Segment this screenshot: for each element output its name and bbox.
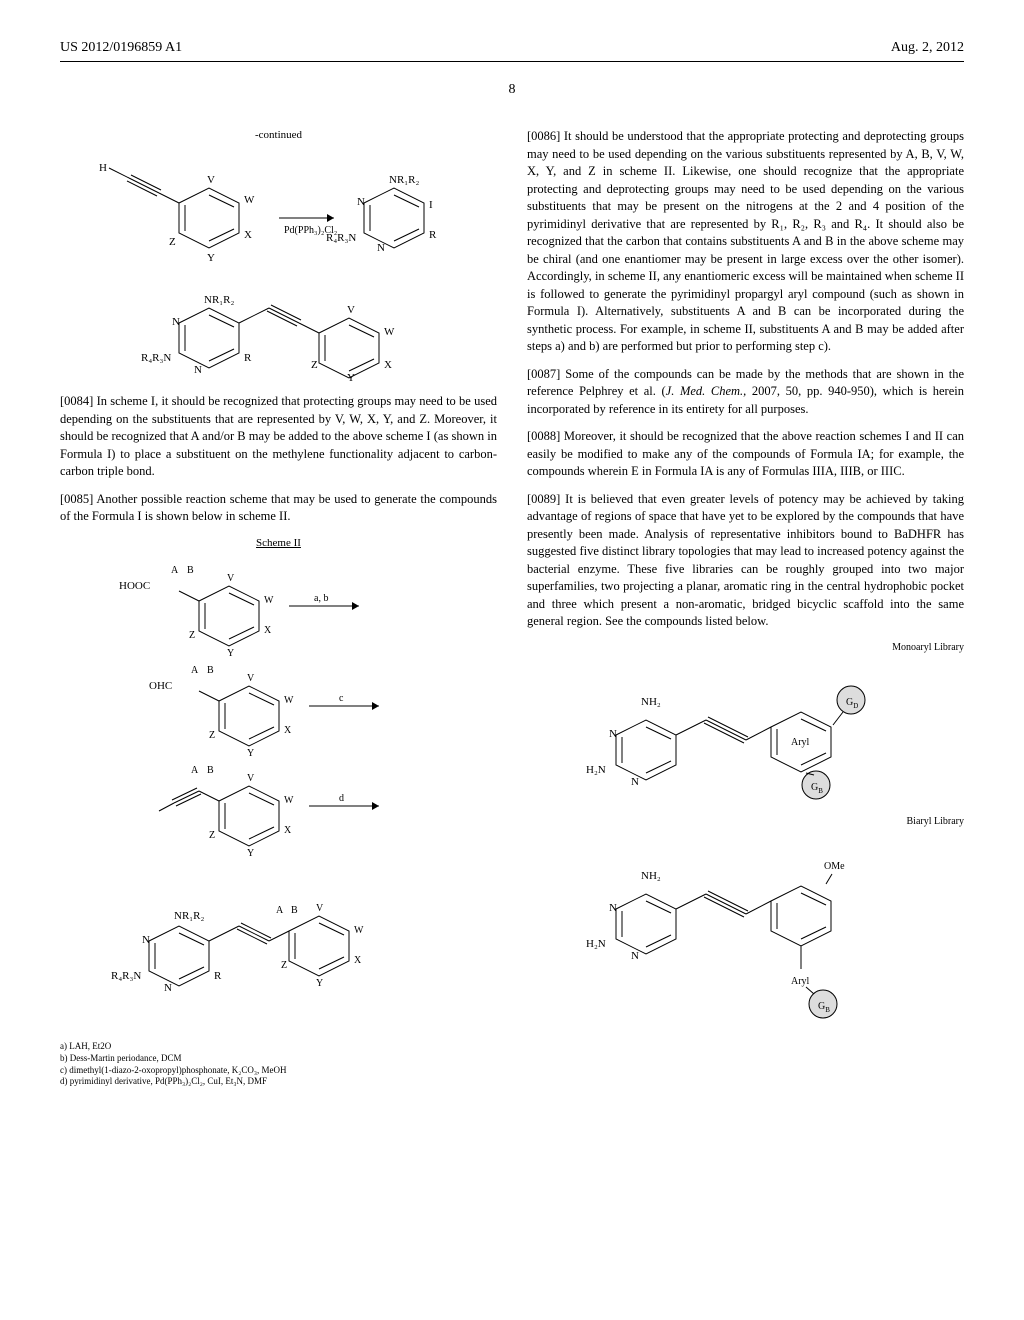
svg-text:Z: Z [189,630,195,641]
svg-text:Aryl: Aryl [791,976,810,987]
svg-text:N: N [357,196,365,208]
svg-text:NR₁R₂: NR₁R₂ [389,174,419,186]
svg-text:A: A [276,905,284,916]
svg-text:X: X [384,359,392,371]
svg-text:Y: Y [227,648,234,659]
svg-text:B: B [207,765,214,776]
svg-text:W: W [284,795,294,806]
svg-text:V: V [247,673,255,684]
svg-text:W: W [384,326,395,338]
svg-text:N: N [172,316,180,328]
svg-text:NR₁R₂: NR₁R₂ [204,294,234,306]
svg-text:A: A [191,765,199,776]
svg-text:Z: Z [209,730,215,741]
header-right: Aug. 2, 2012 [891,40,964,56]
svg-text:Pd(PPh₃)₂Cl₂: Pd(PPh₃)₂Cl₂ [284,225,337,236]
molecule-scheme-continued: H V W X Y Z NR₁R₂ I N N R₄R₃N R [79,153,479,383]
svg-text:A: A [171,565,179,576]
svg-text:X: X [284,725,292,736]
molecule-biaryl: NH₂ N N H₂N OMe Aryl GB [556,839,936,1019]
svg-text:H: H [99,162,107,174]
svg-text:Aryl: Aryl [791,737,810,748]
header-left: US 2012/0196859 A1 [60,40,182,56]
molecule-scheme-ii: HOOC A B V W X Y Z a, b OHC [79,561,479,1031]
svg-text:HOOC: HOOC [119,580,150,592]
svg-text:N: N [609,728,617,740]
svg-text:R₄R₃N: R₄R₃N [141,352,171,364]
svg-text:X: X [264,625,272,636]
svg-text:Z: Z [311,359,318,371]
svg-text:Y: Y [247,848,254,859]
svg-text:V: V [207,174,215,186]
svg-text:W: W [244,194,255,206]
svg-text:a, b: a, b [314,593,328,604]
svg-text:OMe: OMe [824,861,845,872]
biaryl-label: Biaryl Library [527,815,964,829]
footnote-b: b) Dess-Martin periodance, DCM [60,1053,497,1065]
svg-text:R: R [244,352,252,364]
svg-text:V: V [227,573,235,584]
svg-text:B: B [207,665,214,676]
svg-text:NH₂: NH₂ [641,696,661,708]
svg-text:R: R [214,970,222,982]
scheme-footnotes: a) LAH, Et2O b) Dess-Martin periodance, … [60,1041,497,1088]
svg-text:N: N [164,982,172,994]
svg-text:W: W [264,595,274,606]
svg-text:OHC: OHC [149,680,172,692]
right-column: [0086] It should be understood that the … [527,128,964,1088]
svg-text:H₂N: H₂N [586,764,606,776]
para-0084: [0084] In scheme I, it should be recogni… [60,393,497,481]
svg-text:V: V [247,773,255,784]
svg-text:N: N [194,364,202,376]
svg-text:d: d [339,793,344,804]
para-0087: [0087] Some of the compounds can be made… [527,366,964,419]
svg-text:NH₂: NH₂ [641,870,661,882]
page-number: 8 [60,82,964,98]
svg-text:N: N [142,934,150,946]
svg-text:N: N [631,950,639,962]
left-column: -continued H [60,128,497,1088]
footnote-a: a) LAH, Et2O [60,1041,497,1053]
svg-text:Y: Y [347,372,355,383]
svg-text:B: B [291,905,298,916]
svg-text:N: N [631,776,639,788]
svg-text:Z: Z [169,236,176,248]
molecule-monoaryl: NH₂ N N H₂N Aryl GD GB [556,665,936,805]
svg-text:A: A [191,665,199,676]
scheme-ii-label: Scheme II [60,536,497,551]
svg-text:W: W [354,925,364,936]
continued-label: -continued [60,128,497,143]
svg-text:R₄R₃N: R₄R₃N [111,970,141,982]
svg-text:Y: Y [247,748,254,759]
svg-text:Y: Y [316,978,323,989]
svg-text:R: R [429,229,437,241]
svg-text:c: c [339,693,344,704]
svg-text:Z: Z [281,960,287,971]
svg-text:H₂N: H₂N [586,938,606,950]
svg-text:Z: Z [209,830,215,841]
svg-text:X: X [354,955,362,966]
svg-text:W: W [284,695,294,706]
monoaryl-label: Monoaryl Library [527,641,964,655]
footnote-c: c) dimethyl(1-diazo-2-oxopropyl)phosphon… [60,1065,497,1077]
svg-text:V: V [316,903,324,914]
svg-text:B: B [187,565,194,576]
para-0085: [0085] Another possible reaction scheme … [60,491,497,526]
svg-text:X: X [244,229,252,241]
para-0086: [0086] It should be understood that the … [527,128,964,356]
svg-text:I: I [429,199,433,211]
svg-text:NR₁R₂: NR₁R₂ [174,910,204,922]
svg-text:V: V [347,304,355,316]
svg-text:X: X [284,825,292,836]
footnote-d: d) pyrimidinyl derivative, Pd(PPh₃)₂Cl₂,… [60,1076,497,1088]
svg-text:N: N [377,242,385,254]
svg-text:N: N [609,902,617,914]
svg-text:Y: Y [207,252,215,264]
para-0088: [0088] Moreover, it should be recognized… [527,428,964,481]
para-0089: [0089] It is believed that even greater … [527,491,964,631]
